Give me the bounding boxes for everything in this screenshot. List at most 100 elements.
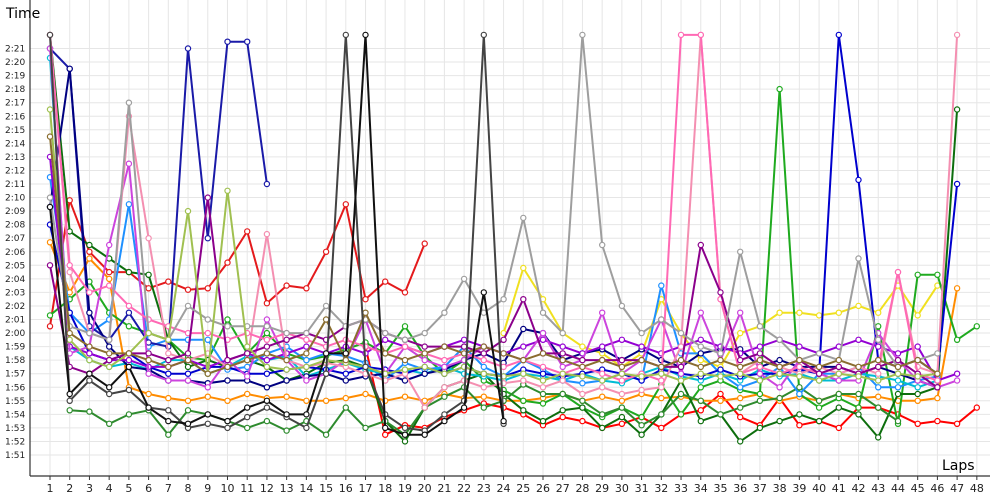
- data-point: [520, 356, 527, 364]
- data-point: [677, 356, 685, 364]
- data-point: [914, 356, 921, 364]
- x-tick-label: 43: [871, 482, 885, 495]
- x-tick-label: 2: [66, 482, 73, 495]
- data-point: [717, 350, 724, 357]
- data-point: [322, 248, 330, 255]
- x-tick-label: 7: [165, 482, 172, 495]
- data-point: [658, 384, 665, 391]
- data-point: [105, 336, 113, 343]
- data-point: [184, 350, 192, 357]
- data-point: [480, 393, 487, 400]
- data-point: [677, 31, 685, 39]
- data-point: [86, 350, 93, 357]
- data-point: [125, 356, 133, 364]
- data-point: [855, 176, 862, 184]
- data-point: [283, 282, 290, 289]
- data-point: [796, 390, 803, 398]
- data-point: [441, 417, 448, 425]
- data-point: [737, 248, 744, 255]
- data-point: [855, 363, 862, 371]
- data-point: [875, 393, 882, 400]
- y-tick-label: 2:01: [5, 316, 25, 326]
- x-tick-label: 12: [260, 482, 274, 495]
- data-point: [165, 336, 172, 343]
- data-point: [303, 363, 310, 371]
- data-point: [401, 377, 409, 384]
- data-point: [579, 417, 586, 425]
- data-point: [539, 390, 547, 398]
- series-line: [49, 199, 426, 327]
- y-tick-label: 1:52: [5, 437, 25, 447]
- data-point: [756, 424, 764, 432]
- data-point: [737, 356, 744, 364]
- data-point: [86, 343, 93, 350]
- data-point: [165, 417, 172, 425]
- x-tick-label: 35: [713, 482, 727, 495]
- data-point: [322, 302, 330, 310]
- data-point: [421, 363, 428, 371]
- data-point: [263, 363, 271, 371]
- data-point: [243, 228, 251, 235]
- data-point: [184, 45, 192, 52]
- y-tick-label: 1:56: [5, 383, 25, 393]
- data-point: [579, 390, 586, 398]
- data-point: [263, 404, 271, 411]
- data-point: [125, 386, 133, 394]
- data-point: [342, 31, 349, 39]
- data-point: [480, 384, 487, 391]
- data-point: [914, 312, 921, 319]
- data-point: [559, 377, 566, 384]
- data-point: [105, 363, 113, 371]
- y-tick-label: 2:13: [5, 153, 25, 163]
- data-point: [303, 285, 310, 292]
- data-point: [66, 407, 73, 414]
- data-point: [756, 350, 764, 357]
- data-point: [815, 397, 823, 404]
- data-point: [796, 422, 803, 429]
- data-point: [342, 370, 349, 377]
- data-point: [165, 356, 172, 364]
- data-point: [362, 296, 369, 303]
- data-point: [263, 180, 271, 188]
- data-point: [125, 99, 133, 106]
- data-point: [460, 275, 468, 283]
- data-point: [559, 407, 566, 414]
- series-22: [46, 31, 507, 438]
- x-tick-label: 23: [477, 482, 491, 495]
- data-point: [934, 350, 941, 357]
- data-point: [46, 31, 54, 39]
- data-point: [46, 323, 54, 330]
- data-point: [658, 363, 665, 371]
- y-tick-label: 2:11: [5, 180, 25, 190]
- data-point: [204, 285, 211, 292]
- data-point: [815, 350, 823, 357]
- data-point: [658, 377, 665, 384]
- data-point: [243, 424, 251, 432]
- data-point: [756, 363, 764, 371]
- data-point: [953, 106, 961, 113]
- data-point: [756, 343, 764, 350]
- data-point: [105, 343, 113, 350]
- y-tick-label: 2:15: [5, 126, 25, 136]
- data-point: [737, 329, 744, 337]
- series-line: [49, 88, 978, 425]
- data-point: [421, 431, 428, 438]
- data-point: [125, 363, 133, 371]
- data-point: [105, 420, 113, 427]
- data-point: [382, 350, 389, 357]
- data-point: [677, 329, 685, 337]
- data-point: [105, 241, 113, 249]
- x-tick-label: 40: [812, 482, 826, 495]
- data-point: [953, 377, 961, 384]
- data-point: [125, 268, 133, 276]
- data-point: [855, 411, 862, 418]
- data-point: [224, 38, 231, 45]
- data-point: [815, 417, 823, 425]
- data-point: [717, 366, 724, 373]
- data-point: [322, 431, 330, 438]
- data-point: [894, 390, 902, 398]
- x-tick-label: 38: [773, 482, 787, 495]
- data-point: [953, 31, 961, 39]
- y-tick-label: 1:58: [5, 356, 25, 366]
- data-point: [638, 373, 645, 380]
